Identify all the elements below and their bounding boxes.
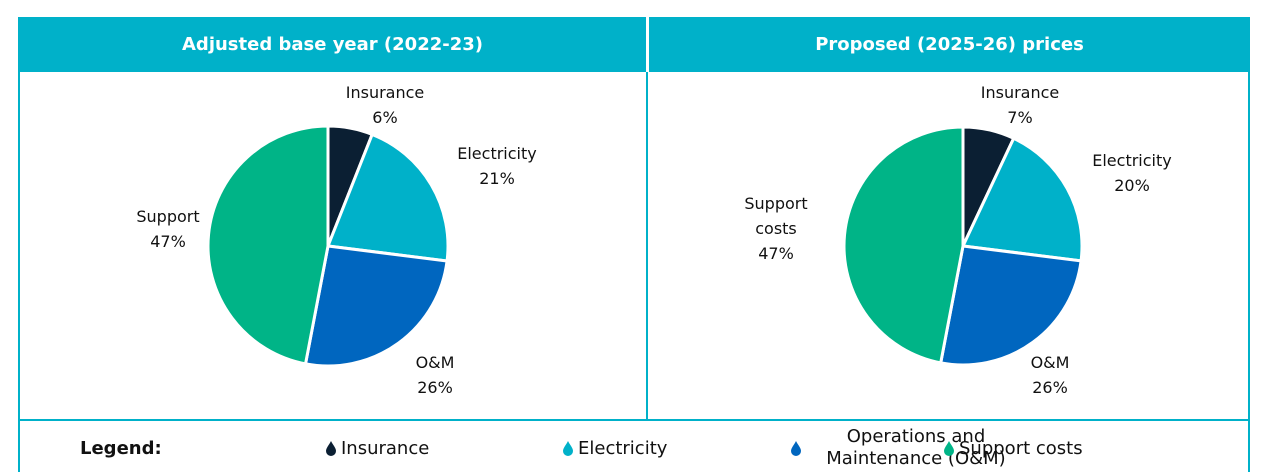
legend-drop [944,441,954,456]
slice-value: 7% [1007,108,1033,127]
slice-name: Support [136,207,200,226]
slice-name: Support costs [744,194,808,238]
legend-item: Insurance [325,426,465,470]
header-bar [18,17,1250,72]
legend-drop [563,441,573,456]
slice-name: Electricity [1092,151,1172,170]
pie-slice [938,244,1083,367]
legend-icon [944,441,954,456]
slice-value: 47% [150,232,186,251]
slice-value: 6% [372,108,398,127]
slice-name: Insurance [345,83,425,102]
legend-label: Support costs [959,437,1083,459]
legend-item: Operations and Maintenance (O&M) [790,426,1030,470]
slice-value: 20% [1114,176,1150,195]
legend-label: Electricity [578,437,668,459]
legend-label: Insurance [341,437,430,459]
slice-label: Insurance 6% [339,80,431,130]
slice-label: Support costs 47% [730,191,822,266]
legend-icon [326,441,336,456]
slice-name: O&M [415,353,455,372]
border-right [1248,72,1250,472]
header-divider [646,17,649,72]
slice-value: 26% [1032,378,1068,397]
legend-drop [326,441,336,456]
slice-value: 26% [417,378,453,397]
legend-drop [791,441,801,456]
slice-value: 21% [479,169,515,188]
slice-label: Insurance 7% [974,80,1066,130]
legend-item: Support costs [943,426,1103,470]
slice-label: Support 47% [122,204,214,254]
pie-slice [206,124,330,366]
legend-icon [791,441,801,456]
slice-value: 47% [758,244,794,263]
slice-label: O&M 26% [389,350,481,400]
slice-label: Electricity 20% [1086,148,1178,198]
legend-title: Legend: [80,437,162,459]
right-title: Proposed (2025-26) prices [815,34,1084,55]
pie-slice [325,132,450,263]
slice-label: Electricity 21% [451,141,543,191]
pie-slice [303,244,449,368]
divider [646,72,648,420]
pie-slice [960,136,1084,263]
slice-name: Electricity [457,144,537,163]
slice-name: Insurance [980,83,1060,102]
left-title: Adjusted base year (2022-23) [182,34,483,55]
pie-slice [842,125,965,365]
border-left [18,72,20,472]
legend-border [18,419,1250,421]
legend-label: Operations and Maintenance (O&M) [826,426,1006,469]
slice-name: O&M [1030,353,1070,372]
legend-icon [563,441,573,456]
slice-label: O&M 26% [1004,350,1096,400]
legend-item: Electricity [562,426,722,470]
